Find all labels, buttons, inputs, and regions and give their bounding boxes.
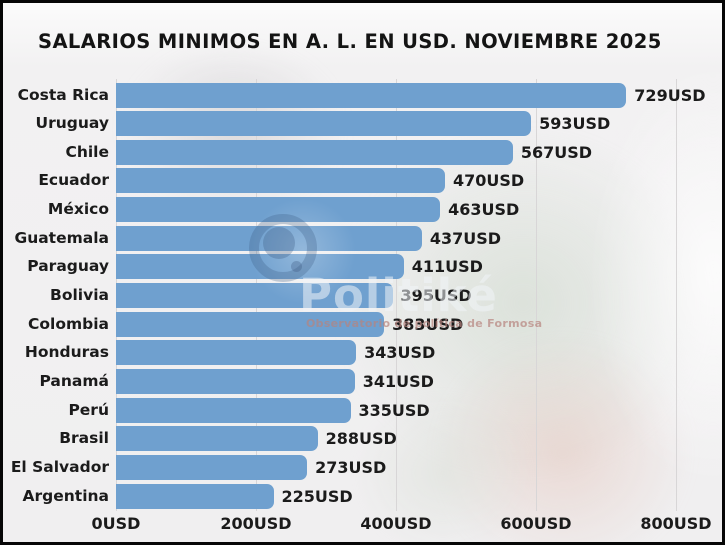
gridline-400 [396,79,397,511]
value-label-peru: 335USD [358,400,430,420]
country-label-uruguay: Uruguay [35,114,109,133]
x-tick-label-0: 0USD [91,514,141,533]
bar-chile [116,139,513,165]
bar-mexico [116,197,441,223]
value-label-ecuador: 470USD [453,171,525,191]
value-label-brasil: 288USD [325,429,397,449]
value-label-mexico: 463USD [448,200,520,220]
country-label-argentina: Argentina [22,486,110,505]
bar-honduras [116,340,357,366]
bar-uruguay [116,111,532,137]
bar-el-salvador [116,454,308,480]
country-label-costa-rica: Costa Rica [17,85,109,104]
chart-title: SALARIOS MINIMOS EN A. L. EN USD. NOVIEM… [38,30,662,53]
country-label-paraguay: Paraguay [27,257,109,276]
country-label-panama: Panamá [39,372,109,390]
country-label-honduras: Honduras [24,343,109,362]
country-label-bolivia: Bolivia [50,286,109,305]
country-label-el-salvador: El Salvador [10,457,109,476]
x-tick-label-600: 600USD [500,514,572,533]
value-label-bolivia: 395USD [400,286,472,306]
bar-panama [116,369,355,394]
value-label-costa-rica: 729USD [634,85,706,105]
value-label-paraguay: 411USD [411,257,483,277]
x-tick-label-400: 400USD [360,514,432,533]
value-label-uruguay: 593USD [539,114,611,134]
bar-peru [116,397,351,423]
value-label-guatemala: 437USD [429,228,502,248]
value-label-argentina: 225USD [281,486,353,506]
value-label-colombia: 383USD [392,314,464,334]
bar-paraguay [116,254,404,280]
country-label-brasil: Brasil [59,429,109,448]
country-label-mexico: México [47,200,109,219]
value-label-honduras: 343USD [364,343,436,363]
value-label-el-salvador: 273USD [315,457,387,477]
bar-costa-rica [116,82,627,108]
value-label-chile: 567USD [520,142,593,162]
bar-guatemala [116,225,422,251]
country-label-peru: Perú [68,400,109,419]
bar-brasil [116,426,318,452]
bar-chart-plot-area: 0USD 200USD 400USD 600USD 800USD Costa Rica 72… [3,3,722,542]
x-tick-label-800: 800USD [640,514,712,533]
value-label-panama: 341USD [362,372,434,391]
country-label-ecuador: Ecuador [38,171,109,190]
bar-ecuador [116,168,445,194]
country-label-chile: Chile [65,142,109,161]
x-tick-label-200: 200USD [220,514,292,533]
bar-bolivia [116,283,393,309]
bar-colombia [116,311,385,337]
bar-argentina [116,483,274,509]
gridline-800 [676,79,677,511]
country-label-colombia: Colombia [27,314,109,333]
country-label-guatemala: Guatemala [14,228,109,247]
gridline-600 [536,79,537,511]
